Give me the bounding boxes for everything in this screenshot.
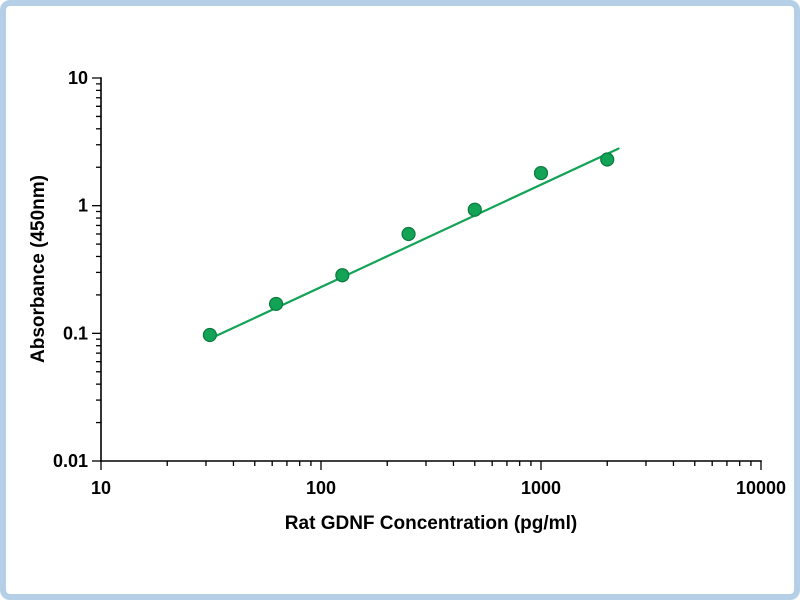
x-tick-label: 100: [306, 478, 336, 498]
data-point: [467, 202, 482, 217]
x-tick-label: 10: [91, 478, 111, 498]
plot-area: 10 100 1000 10000 0.01 0.1 1 10 Rat GDNF Concen…: [28, 68, 786, 534]
x-axis-title: Rat GDNF Concentration (pg/ml): [285, 513, 577, 534]
data-point: [401, 226, 416, 242]
data-point: [202, 327, 217, 343]
data-point: [335, 268, 350, 283]
x-tick-label: 1000: [521, 478, 561, 498]
y-axis-title: Absorbance (450nm): [28, 175, 49, 363]
standard-curve-chart: 10 100 1000 10000 0.01 0.1 1 10 Rat GDNF Concen…: [6, 6, 794, 594]
y-tick-label: 1: [78, 196, 88, 216]
data-point: [533, 165, 549, 181]
data-point: [600, 152, 615, 167]
trend-line: [207, 147, 620, 341]
data-point: [268, 296, 284, 312]
y-tick-label: 0.1: [63, 323, 88, 343]
y-tick-label: 10: [68, 68, 88, 88]
y-tick-label: 0.01: [53, 451, 88, 471]
plot-dynamic-layer: 10 100 1000 10000 0.01 0.1 1 10: [53, 68, 786, 498]
x-tick-label: 10000: [736, 478, 786, 498]
